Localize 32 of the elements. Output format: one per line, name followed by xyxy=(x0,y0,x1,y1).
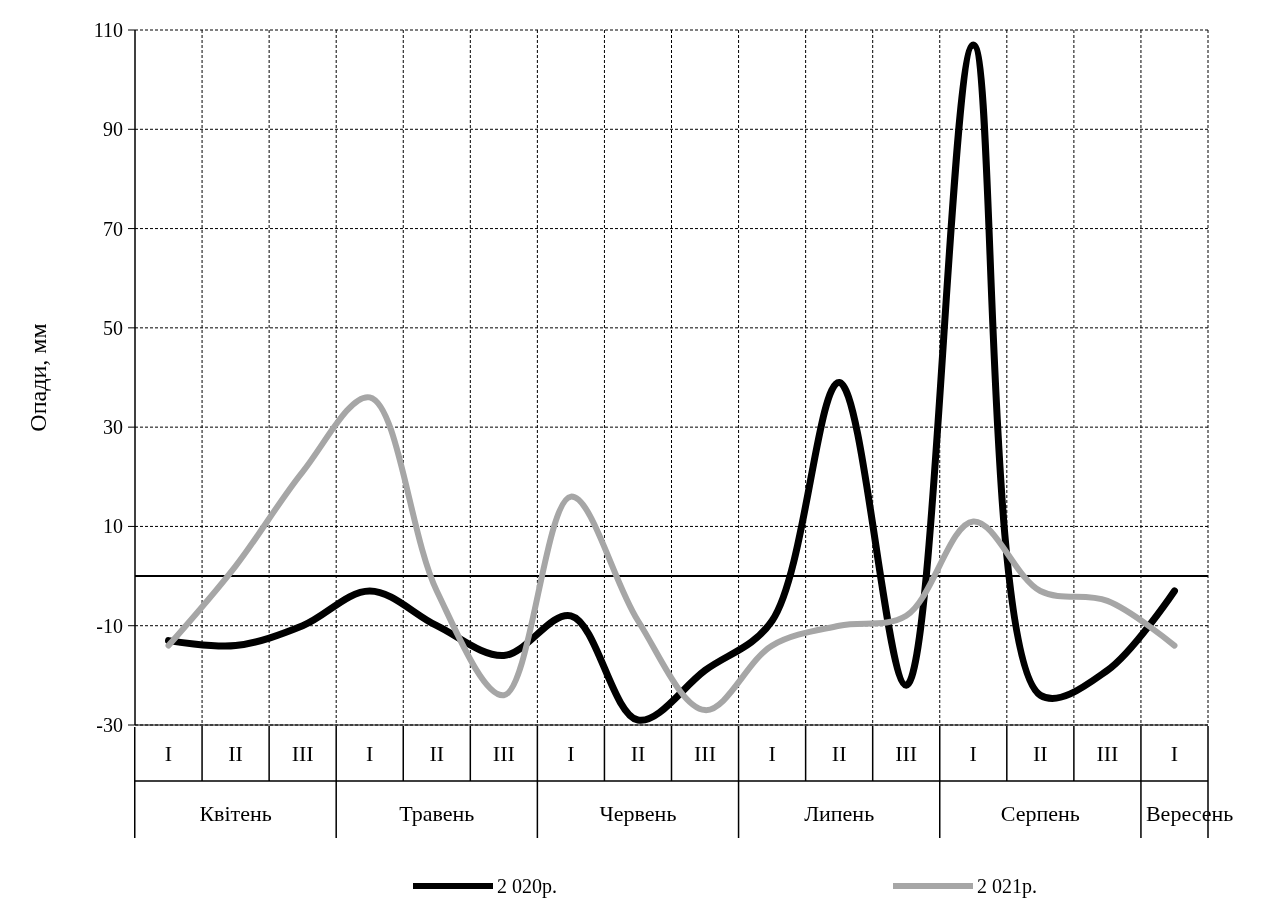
x-tick-label: II xyxy=(831,741,847,766)
x-tick-label: III xyxy=(1096,741,1119,766)
text: Квітень xyxy=(199,801,272,826)
x-tick-label: II xyxy=(630,741,646,766)
text: Серпень xyxy=(1000,801,1080,826)
y-tick-label: 90 xyxy=(103,118,123,141)
x-tick-label: I xyxy=(164,741,173,766)
y-tick-label: 30 xyxy=(103,416,123,439)
text: Травень xyxy=(399,801,475,826)
y-axis-title: Опади, мм xyxy=(25,323,51,432)
x-tick-label: III xyxy=(694,741,717,766)
text: Червень xyxy=(599,801,677,826)
x-tick-label: III xyxy=(895,741,918,766)
text: Липень xyxy=(804,801,875,826)
y-tick-label: 110 xyxy=(93,19,123,41)
x-tick-label: II xyxy=(1033,741,1048,766)
x-tick-label: III xyxy=(291,741,314,766)
x-tick-label: I xyxy=(969,741,977,766)
legend-label: 2 020р. xyxy=(497,875,557,898)
y-tick-label: 50 xyxy=(103,316,123,339)
y-tick-label: 10 xyxy=(103,515,123,538)
y-tick-label: -10 xyxy=(96,614,123,637)
x-tick-label: III xyxy=(492,741,515,766)
legend-label: 2 021р. xyxy=(977,875,1037,898)
y-tick-label: 70 xyxy=(103,217,123,240)
x-tick-label: I xyxy=(366,741,374,766)
x-tick-label: II xyxy=(429,741,445,766)
x-tick-label: I xyxy=(768,741,776,766)
x-tick-label: I xyxy=(567,741,575,766)
x-tick-label: II xyxy=(228,741,243,766)
y-tick-label: -30 xyxy=(96,714,123,736)
x-tick-label: I xyxy=(1170,741,1179,766)
